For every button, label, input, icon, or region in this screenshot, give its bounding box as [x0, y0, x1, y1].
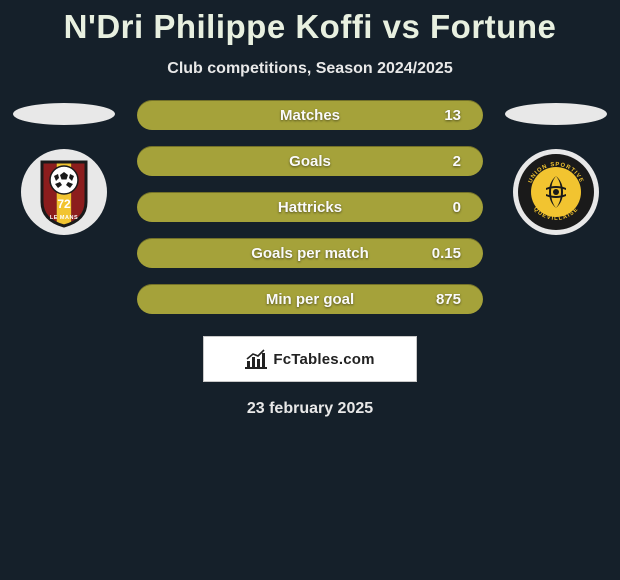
stat-row-min-per-goal: Min per goal 875 [137, 284, 483, 314]
left-club-badge[interactable]: 72 LE MANS [21, 149, 107, 235]
brand-link[interactable]: FcTables.com [203, 336, 417, 382]
stats-column: Matches 13 Goals 2 Hattricks 0 Goals per… [137, 100, 483, 314]
badge-number: 72 [57, 197, 71, 211]
stat-value: 2 [423, 153, 461, 170]
lemans-badge-icon: 72 LE MANS [24, 152, 104, 232]
brand-label: FcTables.com [273, 351, 374, 368]
left-player-column: 72 LE MANS [9, 100, 119, 235]
stat-value: 0 [423, 199, 461, 216]
main-area: 72 LE MANS Matches 13 Goals 2 Hattricks … [0, 100, 620, 314]
stat-value: 13 [423, 107, 461, 124]
date-line: 23 february 2025 [0, 400, 620, 418]
stat-label: Min per goal [197, 291, 423, 308]
stat-value: 0.15 [423, 245, 461, 262]
page-title: N'Dri Philippe Koffi vs Fortune [0, 8, 620, 46]
stat-label: Hattricks [197, 199, 423, 216]
subtitle: Club competitions, Season 2024/2025 [0, 60, 620, 78]
comparison-widget: N'Dri Philippe Koffi vs Fortune Club com… [0, 0, 620, 418]
right-club-badge[interactable]: UNION SPORTIVE QUEVILLAISE [513, 149, 599, 235]
right-player-column: UNION SPORTIVE QUEVILLAISE [501, 100, 611, 235]
stat-row-hattricks: Hattricks 0 [137, 192, 483, 222]
stat-label: Goals per match [197, 245, 423, 262]
stat-label: Goals [197, 153, 423, 170]
stat-value: 875 [423, 291, 461, 308]
quevilly-badge-icon: UNION SPORTIVE QUEVILLAISE [516, 152, 596, 232]
stat-label: Matches [197, 107, 423, 124]
stat-row-goals-per-match: Goals per match 0.15 [137, 238, 483, 268]
chart-icon [245, 349, 267, 369]
player-right-placeholder [505, 103, 607, 125]
badge-banner: LE MANS [50, 215, 78, 221]
stat-row-goals: Goals 2 [137, 146, 483, 176]
player-left-placeholder [13, 103, 115, 125]
stat-row-matches: Matches 13 [137, 100, 483, 130]
